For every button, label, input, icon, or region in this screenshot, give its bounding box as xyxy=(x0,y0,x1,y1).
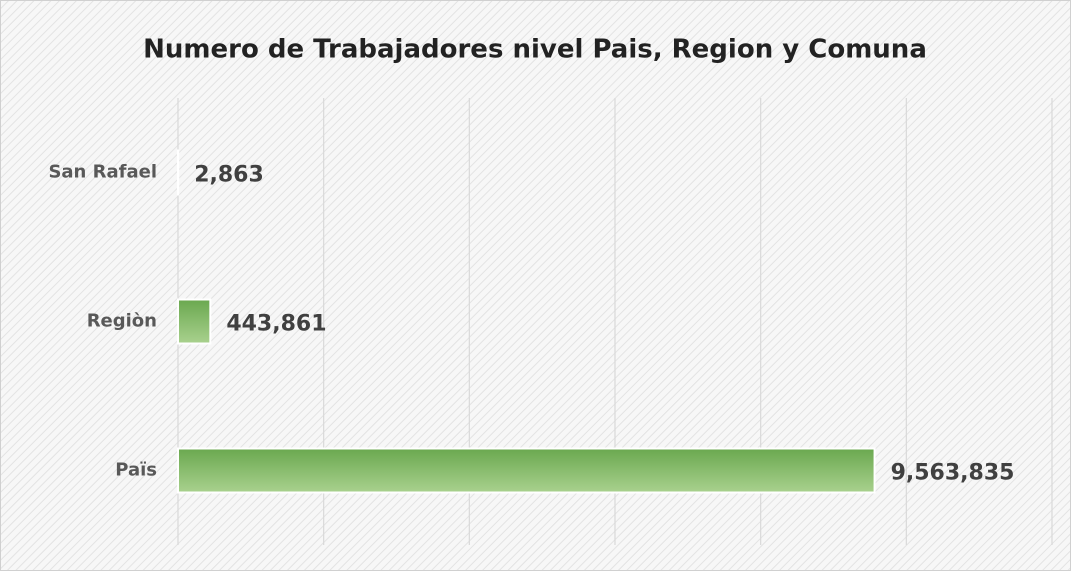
data-label: 443,861 xyxy=(226,312,326,337)
y-tick-label: San Rafael xyxy=(48,162,157,183)
bar xyxy=(177,447,876,494)
data-label: 2,863 xyxy=(194,163,264,188)
bar xyxy=(177,298,212,345)
y-tick-label: Païs xyxy=(115,460,157,481)
chart-title: Numero de Trabajadores nivel Pais, Regio… xyxy=(143,35,927,65)
data-label: 9,563,835 xyxy=(891,461,1015,486)
y-tick-label: Regiòn xyxy=(87,311,157,332)
